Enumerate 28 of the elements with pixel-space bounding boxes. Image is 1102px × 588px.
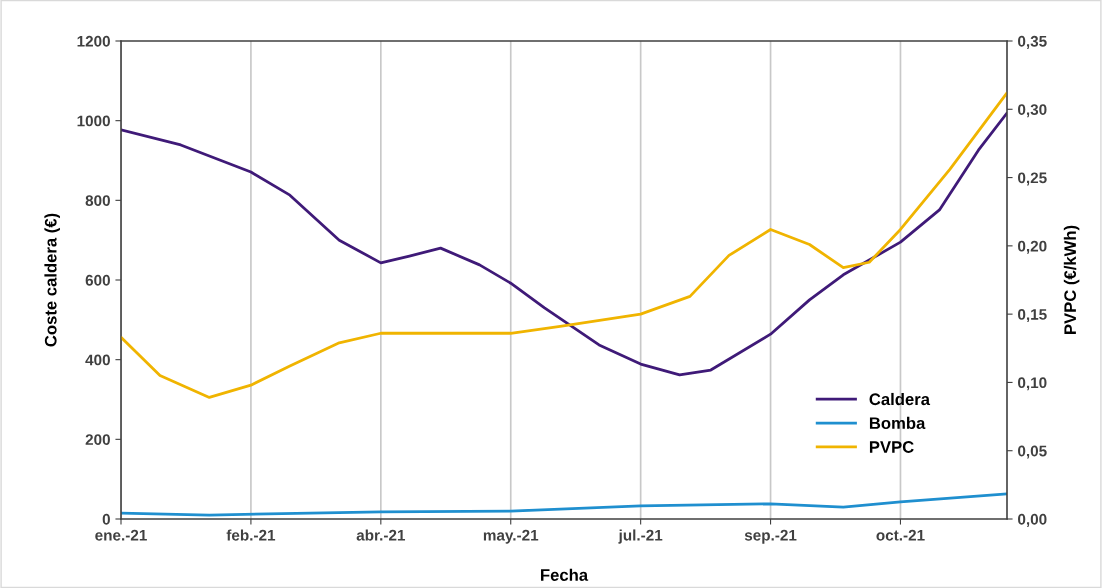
y-tick-label: 800 bbox=[85, 195, 110, 207]
x-tick-label: ene.-21 bbox=[95, 529, 147, 541]
y2-tick-label: 0,30 bbox=[1018, 104, 1047, 118]
legend-label: PVPC bbox=[869, 441, 914, 453]
y2-tick-label: 0,35 bbox=[1018, 35, 1047, 49]
x-axis-title: Fecha bbox=[541, 568, 589, 581]
y2-tick-label: 0,10 bbox=[1018, 377, 1047, 391]
y-tick-label: 1000 bbox=[77, 115, 110, 127]
x-tick-label: abr.-21 bbox=[356, 529, 406, 541]
y-tick-label: 1200 bbox=[77, 35, 110, 47]
y2-tick-label: 0,20 bbox=[1018, 240, 1047, 254]
y-tick-label: 600 bbox=[85, 274, 110, 286]
y2-tick-label: 0,25 bbox=[1018, 172, 1047, 186]
y2-tick-label: 0,05 bbox=[1018, 445, 1047, 459]
y2-axis-title: PVPC (€/kWh) bbox=[1063, 225, 1080, 334]
y-axis-title: Coste caldera (€) bbox=[44, 213, 60, 347]
y2-tick-label: 0,00 bbox=[1018, 513, 1047, 527]
x-tick-label: jul.-21 bbox=[618, 529, 663, 544]
x-tick-label: sep.-21 bbox=[744, 529, 797, 544]
x-tick-label: oct.-21 bbox=[876, 529, 925, 541]
y-tick-label: 200 bbox=[85, 434, 110, 446]
legend-label: Caldera bbox=[869, 392, 931, 406]
x-tick-label: may.-21 bbox=[483, 529, 539, 544]
x-tick-label: feb.-21 bbox=[226, 529, 276, 541]
y2-tick-label: 0,15 bbox=[1018, 309, 1047, 323]
y-tick-label: 0 bbox=[102, 513, 110, 525]
y-tick-label: 400 bbox=[85, 354, 110, 366]
legend-label: Bomba bbox=[869, 416, 926, 430]
